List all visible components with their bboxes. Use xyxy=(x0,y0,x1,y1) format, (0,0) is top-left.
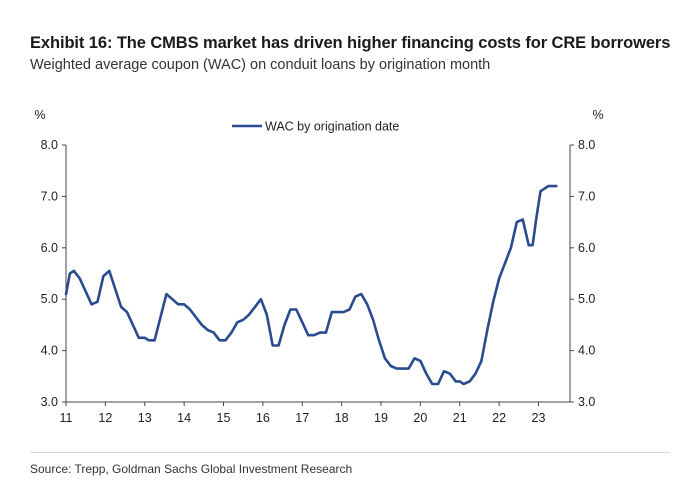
x-tick-label: 18 xyxy=(335,411,349,425)
footer-divider xyxy=(30,452,670,453)
y-tick-label-left: 3.0 xyxy=(41,395,58,409)
y-unit-label-left: % xyxy=(34,108,45,122)
y-tick-label-left: 5.0 xyxy=(41,292,58,306)
y-tick-label-left: 6.0 xyxy=(41,241,58,255)
y-tick-label-right: 4.0 xyxy=(578,344,595,358)
x-tick-label: 19 xyxy=(374,411,388,425)
x-tick-label: 15 xyxy=(217,411,231,425)
line-chart: 3.0 3.0 4.0 4.0 5.0 5.0 6.0 6.0 7.0 7.0 8.0 8.0% % 11… xyxy=(0,0,700,486)
y-unit-label-right: % xyxy=(592,108,603,122)
series-line-0 xyxy=(66,186,556,384)
x-tick-label: 21 xyxy=(453,411,467,425)
y-tick-label-right: 7.0 xyxy=(578,189,595,203)
y-tick-label-right: 3.0 xyxy=(578,395,595,409)
legend-label: WAC by origination date xyxy=(265,120,399,134)
axes-group: 3.0 3.0 4.0 4.0 5.0 5.0 6.0 6.0 7.0 7.0 8.0 8.0% % 11… xyxy=(34,108,603,425)
y-tick-label-left: 8.0 xyxy=(41,138,58,152)
source-note: Source: Trepp, Goldman Sachs Global Inve… xyxy=(30,462,352,476)
x-tick-label: 22 xyxy=(492,411,506,425)
y-tick-label-left: 4.0 xyxy=(41,344,58,358)
x-tick-label: 20 xyxy=(413,411,427,425)
x-tick-label: 12 xyxy=(98,411,112,425)
x-tick-label: 23 xyxy=(532,411,546,425)
legend: WAC by origination date xyxy=(232,120,399,134)
y-tick-label-right: 6.0 xyxy=(578,241,595,255)
y-tick-label-left: 7.0 xyxy=(41,189,58,203)
x-tick-label: 16 xyxy=(256,411,270,425)
y-tick-label-right: 5.0 xyxy=(578,292,595,306)
x-tick-label: 13 xyxy=(138,411,152,425)
plot-area xyxy=(66,186,556,384)
y-tick-label-right: 8.0 xyxy=(578,138,595,152)
x-tick-label: 14 xyxy=(177,411,191,425)
x-tick-label: 17 xyxy=(295,411,309,425)
x-tick-label: 11 xyxy=(60,411,73,425)
